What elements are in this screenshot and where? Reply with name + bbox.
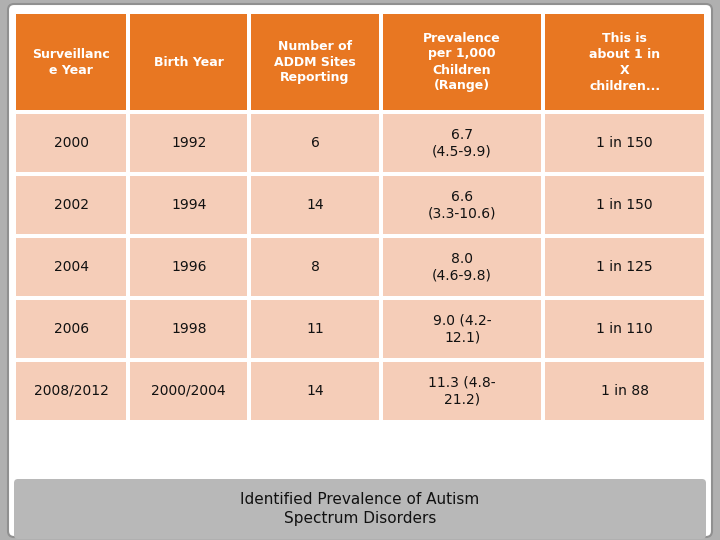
Text: 2000/2004: 2000/2004 (151, 384, 226, 398)
Bar (251, 114, 379, 172)
Bar (383, 176, 541, 234)
FancyBboxPatch shape (14, 479, 706, 539)
Bar (383, 362, 541, 420)
Bar (251, 238, 379, 296)
Text: 11.3 (4.8-
21.2): 11.3 (4.8- 21.2) (428, 376, 496, 406)
Text: Surveillanc
e Year: Surveillanc e Year (32, 48, 110, 77)
Text: This is
about 1 in
X
children...: This is about 1 in X children... (589, 31, 660, 92)
Bar (545, 14, 704, 110)
Text: 1992: 1992 (171, 136, 207, 150)
Bar (16, 114, 126, 172)
Text: 1 in 150: 1 in 150 (596, 136, 653, 150)
Text: Number of
ADDM Sites
Reporting: Number of ADDM Sites Reporting (274, 39, 356, 84)
Text: 8.0
(4.6-9.8): 8.0 (4.6-9.8) (432, 252, 492, 282)
Text: 1 in 125: 1 in 125 (596, 260, 653, 274)
Text: 14: 14 (306, 198, 324, 212)
Text: 6: 6 (310, 136, 320, 150)
Bar (545, 362, 704, 420)
Text: 2006: 2006 (53, 322, 89, 336)
Text: 2000: 2000 (53, 136, 89, 150)
Bar (545, 238, 704, 296)
Bar (130, 114, 247, 172)
Text: 1 in 110: 1 in 110 (596, 322, 653, 336)
Bar (251, 362, 379, 420)
Text: 2004: 2004 (53, 260, 89, 274)
Bar (16, 300, 126, 358)
Text: 1 in 88: 1 in 88 (600, 384, 649, 398)
Bar (383, 300, 541, 358)
Bar (545, 176, 704, 234)
FancyBboxPatch shape (8, 4, 712, 537)
Bar (130, 238, 247, 296)
Bar (16, 14, 126, 110)
Text: 6.6
(3.3-10.6): 6.6 (3.3-10.6) (428, 190, 496, 220)
Text: Birth Year: Birth Year (154, 56, 224, 69)
Bar (383, 14, 541, 110)
Text: 11: 11 (306, 322, 324, 336)
Bar (130, 300, 247, 358)
Bar (251, 300, 379, 358)
Bar (545, 114, 704, 172)
Bar (16, 238, 126, 296)
Bar (251, 176, 379, 234)
Bar (383, 238, 541, 296)
Text: Identified Prevalence of Autism
Spectrum Disorders: Identified Prevalence of Autism Spectrum… (240, 492, 480, 526)
Text: 1 in 150: 1 in 150 (596, 198, 653, 212)
Bar (130, 362, 247, 420)
Bar (251, 14, 379, 110)
Text: 14: 14 (306, 384, 324, 398)
Bar (16, 362, 126, 420)
Bar (16, 176, 126, 234)
Text: 6.7
(4.5-9.9): 6.7 (4.5-9.9) (432, 128, 492, 158)
Text: 1996: 1996 (171, 260, 207, 274)
Bar (545, 300, 704, 358)
Bar (130, 176, 247, 234)
Bar (383, 114, 541, 172)
Text: 2008/2012: 2008/2012 (34, 384, 109, 398)
Text: 2002: 2002 (53, 198, 89, 212)
Text: 8: 8 (310, 260, 320, 274)
Text: 1994: 1994 (171, 198, 207, 212)
Text: 1998: 1998 (171, 322, 207, 336)
Text: 9.0 (4.2-
12.1): 9.0 (4.2- 12.1) (433, 314, 491, 344)
Text: Prevalence
per 1,000
Children
(Range): Prevalence per 1,000 Children (Range) (423, 31, 501, 92)
Bar (130, 14, 247, 110)
